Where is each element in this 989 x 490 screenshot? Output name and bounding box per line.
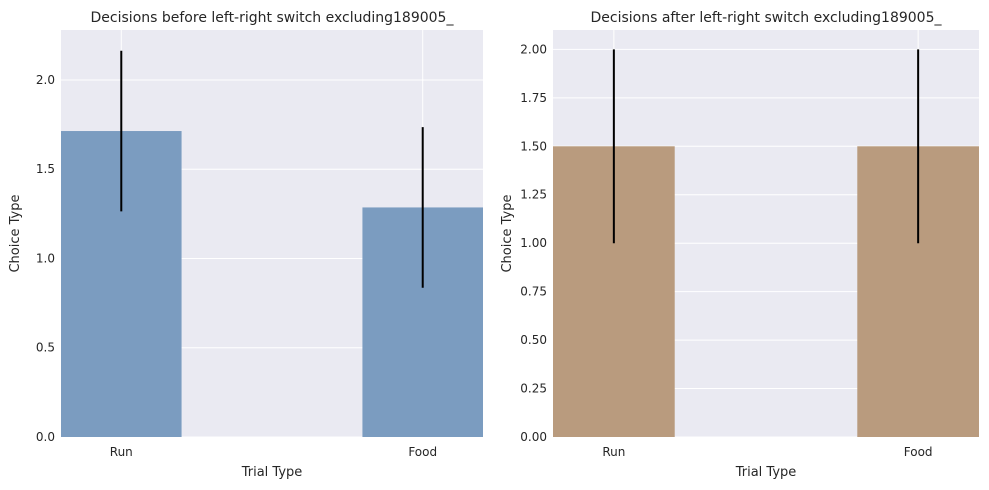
y-tick-label: 2.00 bbox=[520, 42, 547, 56]
bars bbox=[553, 146, 979, 438]
y-tick-label: 1.0 bbox=[36, 251, 55, 265]
chart-panel-after: 0.00 0.25 0.50 0.75 1.00 1.25 1.50 1.75 2.00 Run… bbox=[500, 10, 979, 480]
y-tick-label: 1.5 bbox=[36, 162, 55, 176]
y-tick-label: 1.50 bbox=[520, 139, 547, 153]
y-tick-label: 1.75 bbox=[520, 91, 547, 105]
y-tick-label: 1.25 bbox=[520, 188, 547, 202]
chart-title: Decisions before left-right switch exclu… bbox=[91, 10, 455, 26]
y-axis-label: Choice Type bbox=[500, 194, 515, 272]
y-tick-label: 0.50 bbox=[520, 333, 547, 347]
y-tick-label: 1.00 bbox=[520, 236, 547, 250]
y-tick-labels: 0.00 0.25 0.50 0.75 1.00 1.25 1.50 1.75 2.00 bbox=[520, 42, 547, 444]
x-tick-label: Run bbox=[602, 445, 625, 459]
y-axis-label: Choice Type bbox=[8, 194, 23, 272]
y-tick-labels: 0.0 0.5 1.0 1.5 2.0 bbox=[36, 73, 55, 444]
x-tick-labels: Run Food bbox=[110, 445, 437, 459]
x-tick-label: Food bbox=[904, 445, 933, 459]
error-bars bbox=[120, 50, 424, 288]
x-axis-label: Trial Type bbox=[735, 465, 797, 480]
y-tick-label: 0.25 bbox=[520, 382, 547, 396]
chart-panel-before: 0.0 0.5 1.0 1.5 2.0 Run Food Decisions before… bbox=[8, 10, 483, 480]
y-tick-label: 0.75 bbox=[520, 285, 547, 299]
x-tick-label: Run bbox=[110, 445, 133, 459]
y-tick-label: 0.0 bbox=[36, 430, 55, 444]
x-axis-label: Trial Type bbox=[241, 465, 303, 480]
y-tick-label: 0.5 bbox=[36, 341, 55, 355]
y-tick-label: 0.00 bbox=[520, 430, 547, 444]
x-tick-label: Food bbox=[408, 445, 437, 459]
x-tick-labels: Run Food bbox=[602, 445, 932, 459]
error-bars bbox=[612, 49, 920, 244]
y-tick-label: 2.0 bbox=[36, 73, 55, 87]
chart-title: Decisions after left-right switch exclud… bbox=[591, 10, 943, 26]
